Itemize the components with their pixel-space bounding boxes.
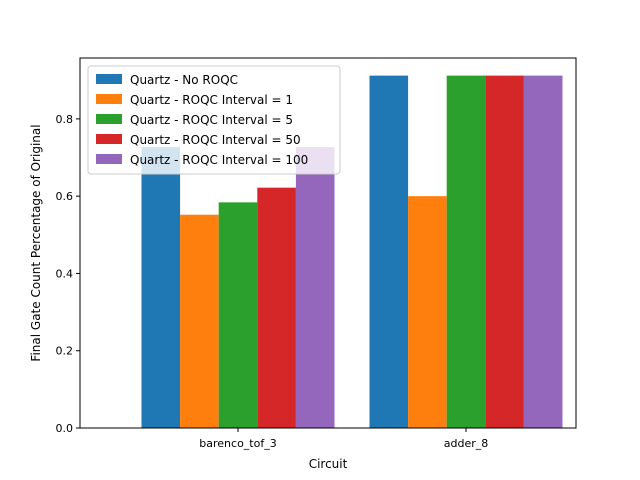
y-axis: 0.0 0.2 0.4 0.6 0.8 <box>56 113 80 435</box>
plot-frame <box>79 57 577 429</box>
bar-barenco_tof_3-series-1 <box>180 214 219 428</box>
bar-adder_8-series-1 <box>408 196 447 428</box>
x-axis: barenco_tof_3 adder_8 <box>199 428 488 450</box>
legend-swatch <box>96 114 122 124</box>
y-tick-label: 0.2 <box>56 345 74 358</box>
x-tick-label: adder_8 <box>444 437 489 450</box>
legend-box <box>87 65 341 175</box>
legend-label: Quartz - ROQC Interval = 100 <box>130 153 308 167</box>
x-tick-label: barenco_tof_3 <box>199 437 276 450</box>
legend-label: Quartz - ROQC Interval = 5 <box>130 113 293 127</box>
bars-group <box>141 75 563 428</box>
legend-swatch <box>96 134 122 144</box>
bar-barenco_tof_3-series-0 <box>141 147 181 428</box>
x-axis-label: Circuit <box>309 457 348 471</box>
legend-label: Quartz - No ROQC <box>130 73 238 87</box>
legend-label: Quartz - ROQC Interval = 1 <box>130 93 293 107</box>
legend: Quartz - No ROQC Quartz - ROQC Interval =… <box>87 65 341 175</box>
bar-barenco_tof_3-series-4 <box>295 147 335 428</box>
bar-barenco_tof_3-series-3 <box>257 187 296 428</box>
bar-adder_8-series-3 <box>485 75 524 428</box>
legend-swatch <box>96 94 122 104</box>
y-axis-label: Final Gate Count Percentage of Original <box>29 124 43 361</box>
bar-adder_8-series-2 <box>446 75 486 428</box>
bar-barenco_tof_3-series-2 <box>218 202 258 428</box>
y-tick-label: 0.4 <box>56 267 74 280</box>
legend-label: Quartz - ROQC Interval = 50 <box>130 133 301 147</box>
y-tick-label: 0.6 <box>56 190 74 203</box>
y-tick-label: 0.8 <box>56 113 74 126</box>
bar-adder_8-series-0 <box>369 75 409 428</box>
bar-adder_8-series-4 <box>523 75 563 428</box>
y-tick-label: 0.0 <box>56 422 74 435</box>
legend-swatch <box>96 154 122 164</box>
legend-swatch <box>96 74 122 84</box>
